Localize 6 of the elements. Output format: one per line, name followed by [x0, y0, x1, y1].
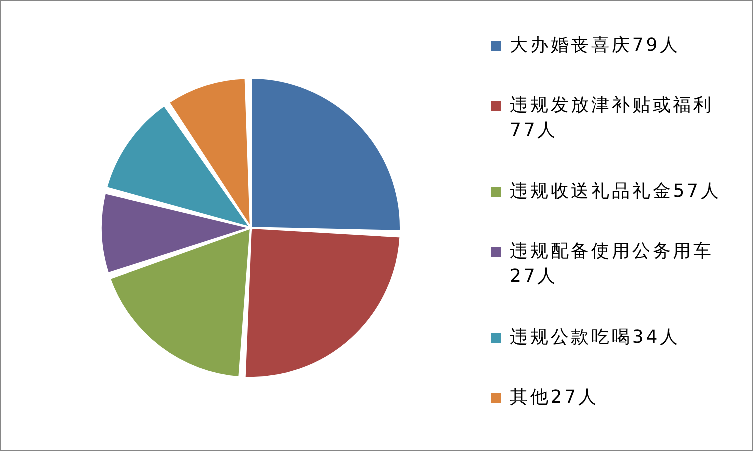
legend-label: 违规配备使用公务用车27人 — [510, 240, 715, 290]
legend-label: 违规收送礼品礼金57人 — [510, 180, 722, 204]
legend-label: 大办婚丧喜庆79人 — [510, 34, 682, 58]
legend-label: 违规公款吃喝34人 — [510, 326, 682, 350]
legend-label: 违规发放津补贴或福利77人 — [510, 94, 715, 144]
legend-label: 其他27人 — [510, 386, 600, 410]
